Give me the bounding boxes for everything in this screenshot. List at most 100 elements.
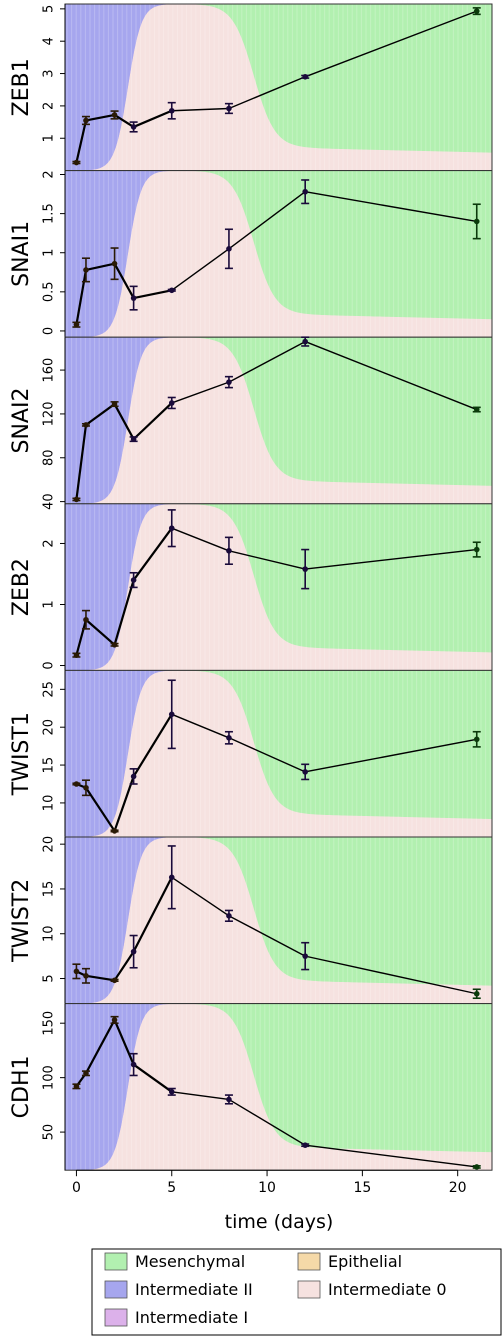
y-tick-label: 3	[42, 69, 57, 77]
series-line	[171, 381, 230, 404]
series-line	[305, 191, 477, 223]
state-areas	[65, 837, 492, 1004]
y-tick-label: 25	[42, 681, 57, 698]
data-point	[130, 436, 137, 442]
data-point	[473, 1164, 480, 1170]
data-point	[73, 496, 80, 503]
legend-label: Intermediate II	[135, 1280, 253, 1299]
y-axis-label: TWIST1	[9, 712, 34, 796]
data-point	[168, 287, 175, 294]
data-point	[226, 734, 232, 741]
data-point	[302, 1142, 308, 1148]
state-areas	[65, 170, 492, 338]
area-intermediate-ii	[65, 837, 492, 1004]
series-line	[171, 107, 229, 112]
y-tick-label: 120	[42, 402, 57, 427]
series-line	[85, 618, 116, 646]
y-axis: 0 1 2	[42, 503, 66, 671]
data-point	[168, 1089, 175, 1095]
data-point	[73, 968, 80, 975]
area-mesenchymal	[65, 670, 492, 820]
series-line	[305, 955, 477, 995]
data-point	[302, 953, 308, 959]
series-line	[305, 1144, 477, 1168]
series-line	[133, 109, 173, 128]
series-cdh1	[72, 1015, 481, 1170]
panel-zeb2: 0 1 2 ZEB2	[9, 503, 493, 671]
data-point	[226, 105, 232, 112]
series-line	[85, 113, 115, 122]
y-tick-label: 100	[42, 1065, 57, 1090]
y-tick-label: 160	[42, 358, 57, 383]
data-point	[473, 218, 480, 225]
series-zeb1	[72, 7, 481, 166]
series-line	[113, 951, 135, 981]
y-axis: 50 100 150	[42, 1003, 66, 1171]
y-tick-label: 2	[42, 539, 57, 547]
series-line	[85, 974, 115, 982]
series-line	[113, 403, 135, 440]
state-areas	[65, 670, 492, 837]
x-tick-label: 0	[72, 1180, 81, 1196]
x-tick-label: 5	[167, 1180, 176, 1196]
data-point	[83, 973, 89, 979]
area-intermediate-ii	[65, 503, 492, 671]
data-point	[83, 422, 89, 428]
series-line	[171, 248, 230, 291]
data-point	[168, 525, 175, 532]
series-line	[113, 1019, 135, 1066]
series-line	[305, 548, 477, 570]
y-axis: 0 0.5 1 1.5 2	[42, 170, 66, 338]
y-axis: 5 10 15 20	[42, 836, 66, 1004]
y-axis-label: SNAI1	[9, 221, 34, 287]
data-point	[83, 117, 89, 124]
series-line	[304, 10, 478, 78]
data-point	[111, 641, 118, 648]
series-twist1	[72, 679, 481, 834]
series-line	[228, 76, 306, 110]
y-tick-label: 0	[42, 327, 57, 335]
data-point	[83, 1070, 89, 1077]
data-point	[302, 188, 308, 195]
panel-cdh1: 50 100 150 CDH1	[9, 1003, 493, 1171]
y-axis-label: ZEB1	[9, 58, 34, 116]
data-point	[83, 784, 89, 791]
y-tick-label: 2	[42, 170, 57, 178]
legend-swatch	[297, 1280, 321, 1299]
data-point	[111, 112, 118, 118]
series-line	[85, 787, 116, 832]
data-point	[302, 566, 308, 572]
series-line	[305, 738, 477, 773]
area-mesenchymal	[65, 837, 492, 986]
area-intermediate-ii	[65, 1003, 492, 1171]
series-line	[75, 424, 88, 500]
legend-swatch	[297, 1252, 321, 1271]
series-zeb2	[72, 509, 481, 658]
series-line	[171, 876, 230, 917]
series-line	[171, 713, 230, 739]
state-areas	[65, 1003, 492, 1171]
data-point	[111, 401, 118, 407]
data-point	[130, 948, 137, 955]
panel-twist2: 5 10 15 20 TWIST2	[9, 836, 493, 1005]
data-point	[73, 321, 80, 328]
y-tick-label: 15	[42, 881, 57, 898]
y-tick-label: 20	[42, 836, 57, 853]
legend-frame	[91, 1248, 502, 1336]
legend-label: Mesenchymal	[135, 1252, 245, 1271]
series-line	[132, 1063, 173, 1093]
state-areas	[65, 4, 492, 171]
y-axis-label: TWIST2	[9, 879, 34, 963]
area-intermediate-ii	[65, 337, 492, 504]
legend-label: Epithelial	[328, 1252, 402, 1271]
legend-label: Intermediate 0	[328, 1280, 447, 1299]
data-point	[473, 546, 480, 553]
y-tick-label: 0	[42, 661, 57, 669]
area-intermediate-ii	[65, 4, 492, 171]
data-point	[226, 246, 232, 252]
series-line	[113, 114, 135, 128]
area-mesenchymal	[65, 503, 492, 653]
y-tick-label: 1	[42, 249, 57, 257]
series-line	[132, 876, 173, 953]
